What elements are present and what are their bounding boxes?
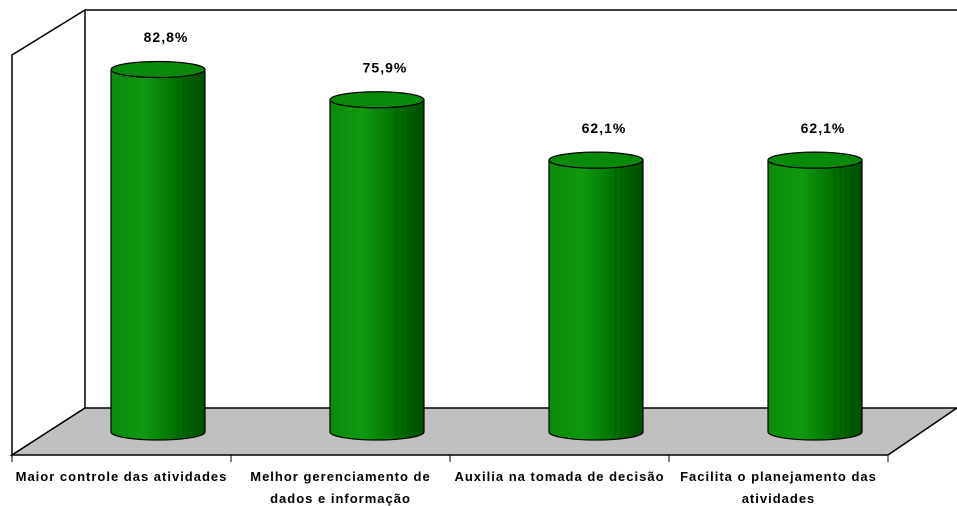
cylinder — [329, 99, 425, 441]
value-label: 75,9% — [363, 59, 408, 75]
cylinder-top — [329, 91, 425, 109]
side-wall — [11, 8, 86, 457]
cylinder-top — [548, 151, 644, 169]
value-label: 62,1% — [801, 120, 846, 136]
x-tick-label: Auxilia na tomada de decisão — [454, 469, 665, 484]
cylinder — [548, 159, 644, 441]
x-tick-label: Maior controle das atividades — [15, 469, 228, 484]
cylinder-top — [110, 60, 206, 79]
x-tick-label: Facilita o planejamento das atividades — [680, 469, 877, 506]
value-label: 62,1% — [582, 120, 627, 136]
cylinder-top — [767, 151, 863, 169]
cylinder — [767, 159, 863, 441]
value-label: 82,8% — [144, 29, 189, 45]
x-tick-label: Melhor gerenciamento de dados e informaç… — [250, 469, 431, 506]
cylinder — [110, 69, 206, 441]
